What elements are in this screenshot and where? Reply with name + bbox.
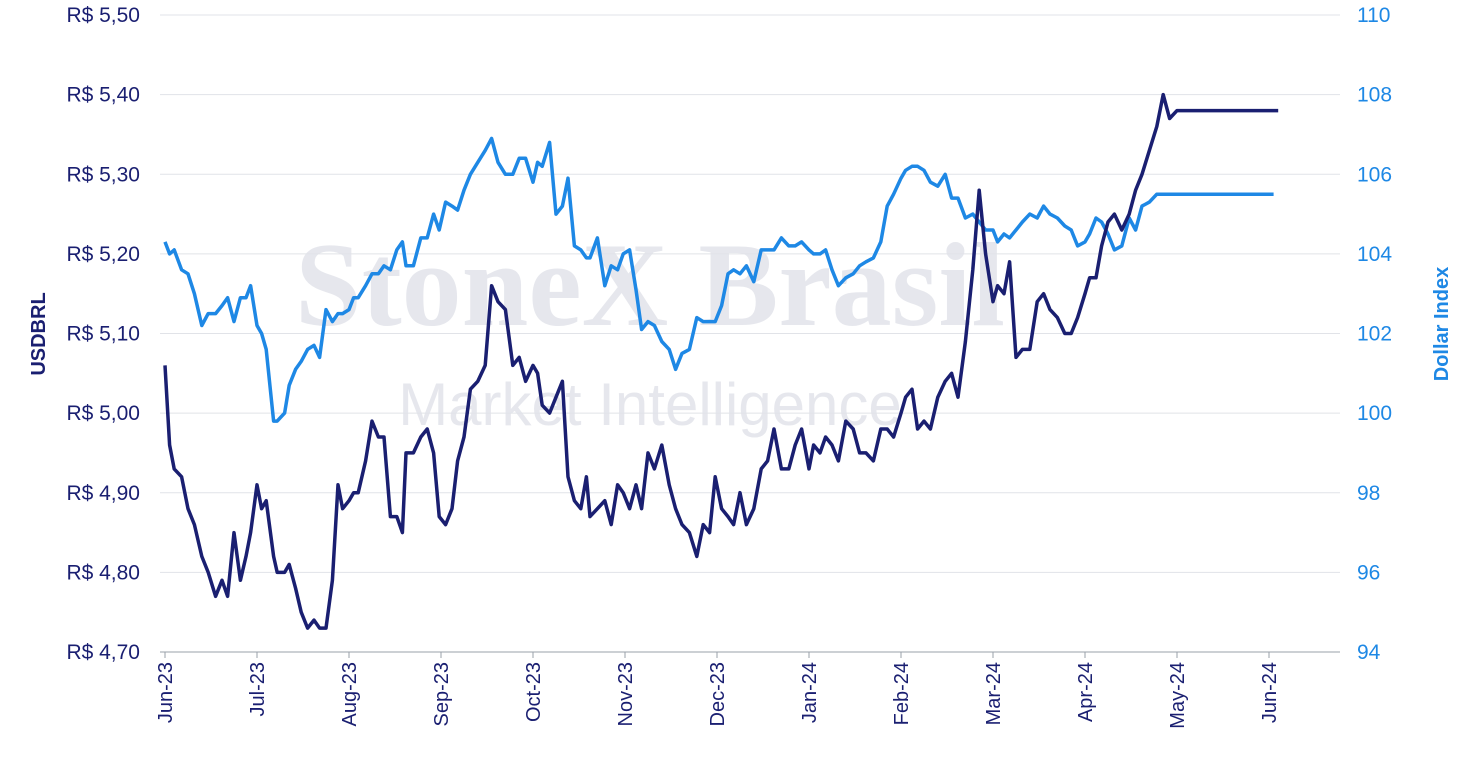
left-tick-label: R$ 5,10	[66, 323, 140, 346]
x-tick-label: Nov-23	[615, 662, 637, 726]
watermark-line-2: Market Intelligence	[398, 371, 902, 438]
right-axis-ticks: 94 96 98 100 102 104 106 108 110	[1357, 4, 1392, 664]
left-tick-label: R$ 5,00	[66, 402, 140, 425]
x-tick-label: Apr-24	[1075, 662, 1097, 722]
left-tick-label: R$ 4,90	[66, 482, 140, 505]
right-tick-label: 104	[1357, 243, 1392, 266]
series-line-usdbrl	[163, 92, 1279, 630]
right-tick-label: 106	[1357, 163, 1392, 186]
right-tick-label: 98	[1357, 482, 1380, 505]
right-tick-label: 110	[1357, 4, 1390, 27]
left-tick-label: R$ 5,20	[66, 243, 140, 266]
x-tick-label: Oct-23	[523, 662, 545, 722]
x-tick-label: Aug-23	[339, 662, 361, 727]
left-tick-label: R$ 4,80	[66, 561, 140, 584]
left-tick-label: R$ 5,40	[66, 84, 140, 107]
x-tick-label: Mar-24	[983, 662, 1005, 725]
series-line-dollar-index	[163, 136, 1274, 423]
x-tick-label: Sep-23	[431, 662, 453, 727]
left-axis-ticks: R$ 4,70 R$ 4,80 R$ 4,90 R$ 5,00 R$ 5,10 R$ 5,…	[66, 4, 140, 664]
right-tick-label: 108	[1357, 84, 1392, 107]
x-axis-ticks: Jun-23 Jul-23 Aug-23 Sep-23 Oct-23 Nov-23 Dec-…	[155, 652, 1281, 729]
left-tick-label: R$ 5,30	[66, 163, 140, 186]
left-tick-label: R$ 4,70	[66, 641, 140, 664]
gridlines	[160, 14, 1340, 653]
right-tick-label: 100	[1357, 402, 1392, 425]
left-axis-title: USDBRL	[28, 292, 50, 375]
x-tick-label: Jul-23	[247, 662, 269, 716]
series-lines	[163, 92, 1279, 630]
x-tick-label: Jan-24	[799, 662, 821, 723]
x-tick-label: Jun-24	[1259, 662, 1281, 723]
x-tick-label: Jun-23	[155, 662, 177, 723]
right-tick-label: 96	[1357, 561, 1380, 584]
left-tick-label: R$ 5,50	[66, 4, 140, 27]
right-tick-label: 94	[1357, 641, 1381, 664]
watermark-line-1: StoneX Brasil	[295, 218, 1005, 351]
right-tick-label: 102	[1357, 323, 1392, 346]
x-tick-label: Dec-23	[707, 662, 729, 726]
watermark: StoneX Brasil Market Intelligence	[295, 218, 1005, 438]
x-tick-label: May-24	[1167, 662, 1189, 729]
x-tick-label: Feb-24	[891, 662, 913, 725]
right-axis-title: Dollar Index	[1431, 267, 1453, 381]
